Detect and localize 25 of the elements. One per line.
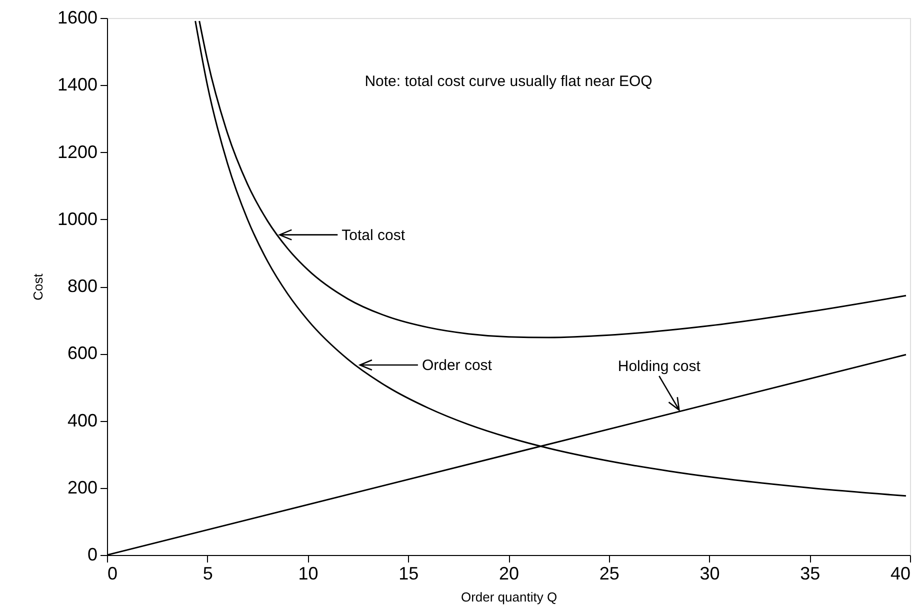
y-tick-label: 600 [67, 343, 98, 364]
x-tick-label: 10 [298, 564, 318, 584]
x-tick-label: 20 [498, 564, 520, 584]
x-tick-label: 40 [890, 564, 910, 584]
x-tick-label: 25 [599, 564, 620, 584]
x-tick-label: 5 [202, 564, 213, 584]
y-axis-title: Cost [30, 273, 46, 300]
line-series [198, 20, 907, 338]
x-tick-label: 15 [398, 564, 419, 584]
x-tick-label: 35 [800, 564, 820, 584]
annotation: Note: total cost curve usually flat near EOQ [364, 73, 652, 90]
y-tick-label: 200 [67, 477, 98, 498]
y-tick-label: 1400 [57, 74, 98, 95]
y-tick-label: 1200 [57, 142, 98, 162]
y-tick-label: 0 [87, 544, 98, 564]
y-tick-label: 400 [67, 410, 98, 430]
y-tick-label: 800 [67, 276, 98, 296]
x-tick-label: 0 [108, 564, 118, 584]
x-axis-title: Order quantity Q [460, 590, 558, 604]
annotation: Holding cost [618, 358, 702, 376]
annotation: Total cost [342, 226, 406, 244]
x-tick-label: 30 [700, 564, 720, 584]
annotation: Order cost [422, 357, 493, 374]
y-tick-label: 1600 [57, 8, 98, 28]
y-tick-label: 1000 [57, 208, 98, 229]
